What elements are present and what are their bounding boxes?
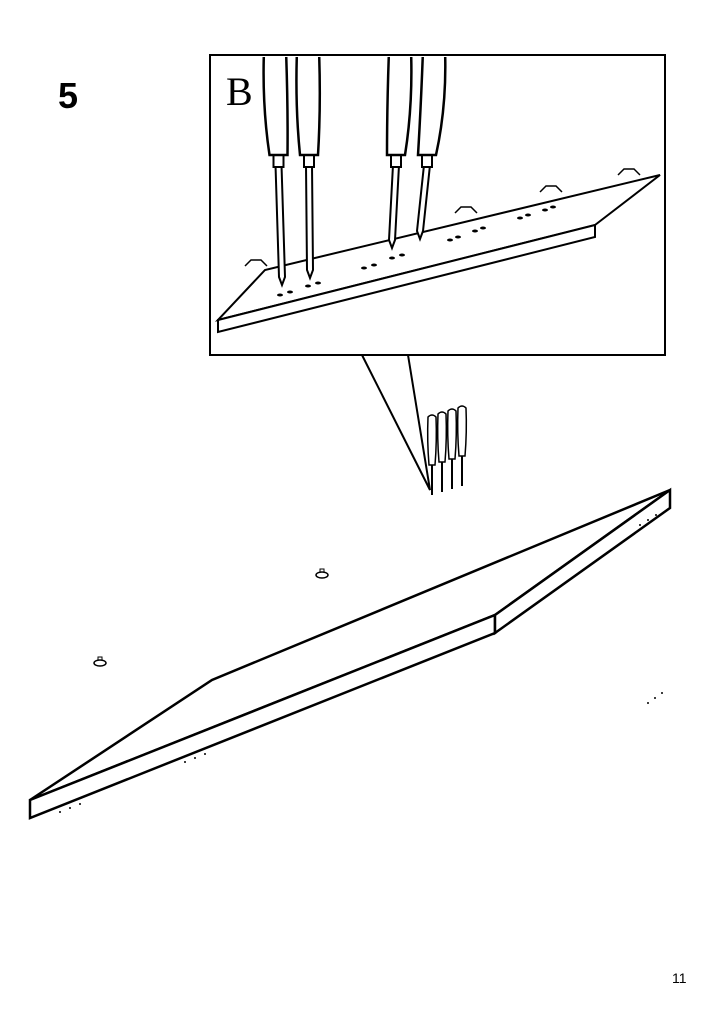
main-illustration xyxy=(30,406,670,818)
page-number: 11 xyxy=(672,970,687,986)
step-number: 5 xyxy=(58,75,78,117)
callout-pointer xyxy=(362,355,430,490)
detail-label: B xyxy=(226,68,253,115)
